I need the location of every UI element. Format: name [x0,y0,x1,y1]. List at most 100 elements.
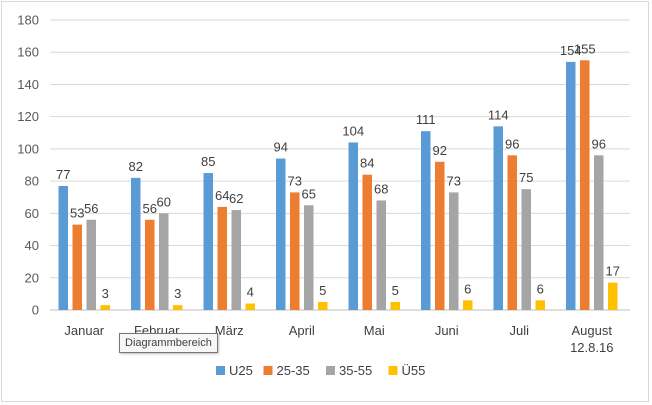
data-label: 92 [433,143,447,158]
bar-25-35-7 [580,60,590,311]
bar-U25-0 [58,185,68,310]
data-label: 6 [537,281,544,296]
bar-35-55-2 [231,210,241,310]
y-tick-label: 100 [17,141,39,156]
legend-swatch-U25 [216,366,225,375]
y-tick-label: 180 [17,13,39,28]
x-category-label-line: April [289,323,315,338]
bar-35-55-1 [159,213,169,310]
data-label: 75 [519,170,533,185]
data-label: 96 [592,136,606,151]
bar-25-35-3 [290,192,300,310]
bar-Ü55-2 [245,303,255,310]
data-label: 64 [215,188,229,203]
y-tick-label: 0 [32,303,39,318]
bar-Ü55-6 [535,300,545,310]
x-category-label-line: 12.8.16 [570,340,613,355]
x-category-label: Mai [364,323,385,338]
data-label: 60 [157,194,171,209]
data-label: 6 [464,281,471,296]
data-label: 3 [174,286,181,301]
legend-label: 35-55 [339,363,372,378]
bar-Ü55-0 [100,305,110,310]
bar-35-55-4 [376,200,386,310]
y-tick-label: 120 [17,109,39,124]
data-label: 73 [447,173,461,188]
bar-25-35-6 [507,155,517,310]
data-label: 82 [129,159,143,174]
data-label: 96 [505,136,519,151]
bar-35-55-6 [521,189,531,310]
legend-label: U25 [229,363,253,378]
bar-Ü55-3 [318,301,328,310]
x-category-label-line: Mai [364,323,385,338]
bar-U25-3 [276,158,286,310]
data-label: 3 [102,286,109,301]
x-category-label-line: Juli [509,323,529,338]
legend-swatch-25-35 [263,366,273,375]
data-label: 65 [302,186,316,201]
data-label: 154 [560,43,582,58]
y-tick-label: 20 [25,270,39,285]
bar-35-55-3 [304,205,314,310]
data-label: 111 [416,112,436,127]
bar-U25-1 [131,177,141,310]
bar-U25-2 [203,173,213,310]
bar-35-55-5 [449,192,459,310]
legend-swatch-Ü55 [388,366,398,375]
bar-25-35-5 [435,161,445,310]
x-category-label: August 12.8.16 [570,323,613,355]
data-label: 104 [342,123,364,138]
legend-label: 25-35 [277,363,310,378]
x-category-label: März [215,323,244,338]
x-category-label-line: August [572,323,613,338]
x-category-label-line: Juni [435,323,459,338]
bar-35-55-0 [86,219,96,310]
chart-area-tooltip: Diagrammbereich [119,333,218,353]
y-tick-label: 40 [25,238,39,253]
x-category-label: Juni [435,323,459,338]
data-label: 84 [360,156,374,171]
data-label: 53 [70,206,84,221]
x-category-label-line: Januar [64,323,104,338]
bar-Ü55-5 [463,300,473,310]
data-label: 94 [274,140,288,155]
bar-Ü55-4 [390,301,400,310]
data-label: 77 [56,167,70,182]
data-label: 4 [247,285,254,300]
bar-35-55-7 [594,155,604,310]
y-tick-label: 140 [17,77,39,92]
y-tick-label: 60 [25,206,39,221]
bar-25-35-2 [217,206,227,310]
data-label: 62 [229,191,243,206]
x-category-label-line: März [215,323,244,338]
bar-25-35-4 [362,174,372,310]
data-label: 155 [574,41,596,56]
y-tick-label: 80 [25,174,39,189]
data-label: 5 [392,283,399,298]
x-category-label: Januar [64,323,104,338]
bar-25-35-0 [72,224,82,310]
bar-U25-5 [421,131,431,310]
data-label: 114 [488,107,509,122]
bar-Ü55-1 [173,305,183,310]
data-label: 17 [606,264,620,279]
x-category-label: Juli [509,323,529,338]
data-label: 56 [143,201,157,216]
data-label: 85 [201,154,215,169]
bar-Ü55-7 [608,282,618,310]
data-label: 73 [288,173,302,188]
y-tick-label: 160 [17,45,39,60]
data-label: 5 [319,283,326,298]
bar-U25-4 [348,142,358,310]
x-category-label: April [289,323,315,338]
data-label: 56 [84,201,98,216]
legend-swatch-35-55 [326,366,335,375]
data-label: 68 [374,181,388,196]
bar-U25-6 [493,126,503,310]
bar-U25-7 [566,61,576,311]
bar-25-35-1 [145,219,155,310]
legend-label: Ü55 [402,363,426,378]
